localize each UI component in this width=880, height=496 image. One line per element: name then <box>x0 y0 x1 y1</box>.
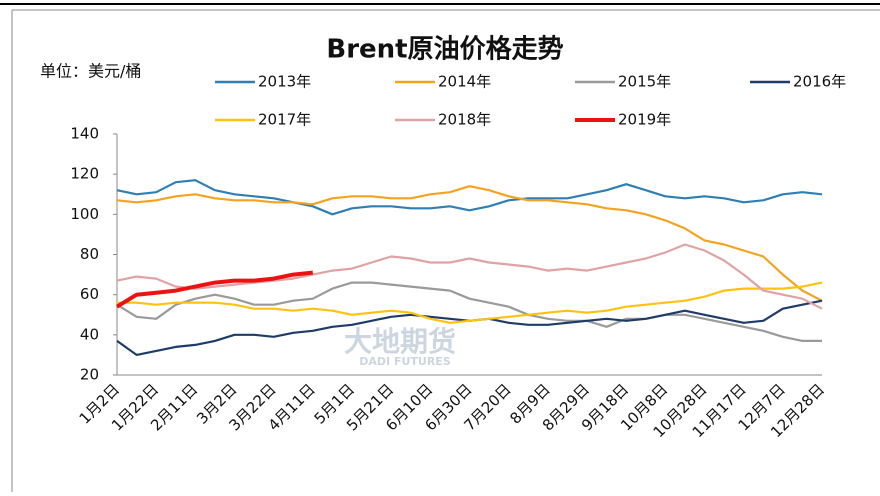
legend-label: 2019年 <box>618 111 671 129</box>
series-line <box>116 185 823 302</box>
legend-label: 2018年 <box>438 111 491 129</box>
series-line <box>116 179 823 216</box>
watermark: 大地期货 <box>344 325 456 358</box>
legend-label: 2013年 <box>258 73 311 91</box>
y-tick-label: 60 <box>80 285 99 303</box>
y-tick-label: 140 <box>70 125 99 143</box>
y-tick-label: 80 <box>80 245 99 263</box>
series-line <box>116 281 822 342</box>
series-line <box>115 270 314 309</box>
y-tick-label: 20 <box>80 366 99 384</box>
legend-label: 2014年 <box>438 73 491 91</box>
y-tick-label: 100 <box>70 205 99 223</box>
legend-label: 2016年 <box>793 73 846 91</box>
series-line <box>116 243 823 310</box>
series-line <box>117 281 823 324</box>
y-tick-label: 120 <box>70 165 99 183</box>
chart-title: Brent原油价格走势 <box>326 34 563 65</box>
y-tick-label: 40 <box>80 325 99 343</box>
watermark: DADI FUTURES <box>359 355 451 368</box>
legend-label: 2015年 <box>618 73 671 91</box>
legend-label: 2017年 <box>258 111 311 129</box>
unit-label: 单位：美元/桶 <box>40 62 141 81</box>
